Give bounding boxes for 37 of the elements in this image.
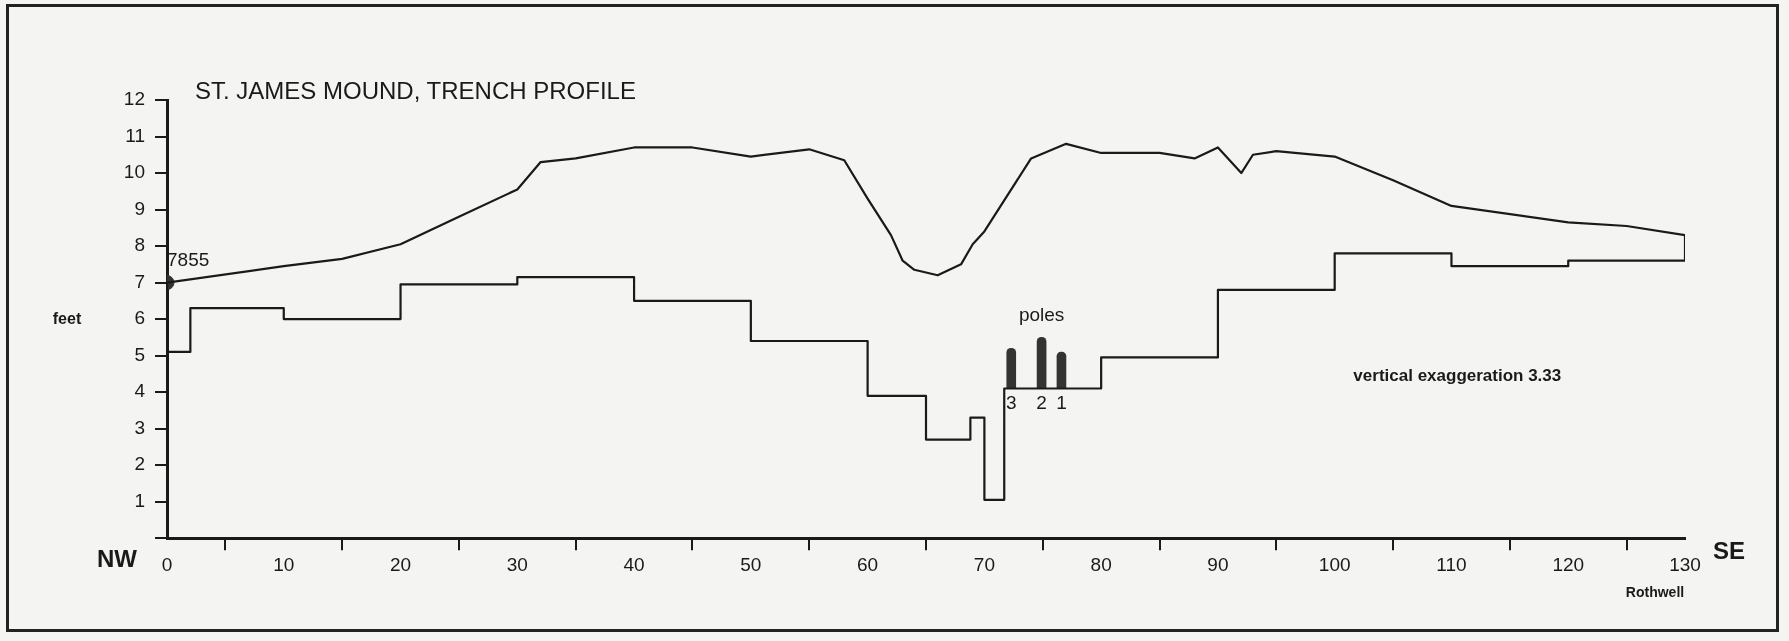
- y-tick-label: 11: [125, 124, 145, 146]
- x-tick-label: 30: [506, 553, 528, 575]
- x-tick-label: 90: [1207, 553, 1229, 575]
- y-tick-label: 2: [134, 453, 145, 475]
- x-tick-label: 0: [161, 553, 173, 575]
- annotation: vertical exaggeration 3.33: [1353, 365, 1562, 385]
- x-tick-label: 10: [273, 553, 295, 575]
- x-tick-label: 110: [1436, 553, 1467, 575]
- y-tick-label: 12: [123, 88, 145, 110]
- text: SE: [1713, 536, 1746, 564]
- y-tick-label: 4: [134, 380, 146, 402]
- annotation: 2: [1036, 391, 1047, 413]
- x-tick-label: 20: [389, 553, 412, 575]
- x-tick-label: 80: [1090, 553, 1112, 575]
- y-tick-label: 8: [134, 234, 145, 256]
- y-tick-label: 5: [134, 343, 145, 365]
- y-axis-title: feet: [52, 309, 82, 327]
- text: Rothwell: [1625, 584, 1685, 601]
- x-tick-label: 100: [1318, 553, 1351, 575]
- y-tick-label: 3: [134, 416, 145, 438]
- annotation: 3: [1005, 391, 1017, 413]
- y-tick-label: 10: [123, 161, 145, 183]
- x-tick-label: 40: [623, 553, 645, 575]
- x-tick-label: 50: [740, 553, 762, 575]
- y-tick-label: 6: [134, 307, 145, 329]
- annotation: poles: [1018, 303, 1065, 325]
- y-tick-label: 9: [134, 197, 145, 219]
- y-tick-label: 1: [134, 489, 145, 511]
- x-tick-label: 130: [1669, 553, 1701, 575]
- annotation: 1: [1056, 391, 1067, 413]
- x-tick-label: 120: [1552, 553, 1585, 575]
- y-tick-label: 7: [134, 270, 145, 292]
- x-tick-label: 60: [857, 553, 879, 575]
- x-tick-label: 70: [973, 553, 995, 575]
- annotation: 7855: [167, 248, 210, 270]
- text: NW: [97, 544, 138, 572]
- chart-title: ST. JAMES MOUND, TRENCH PROFILE: [195, 76, 636, 104]
